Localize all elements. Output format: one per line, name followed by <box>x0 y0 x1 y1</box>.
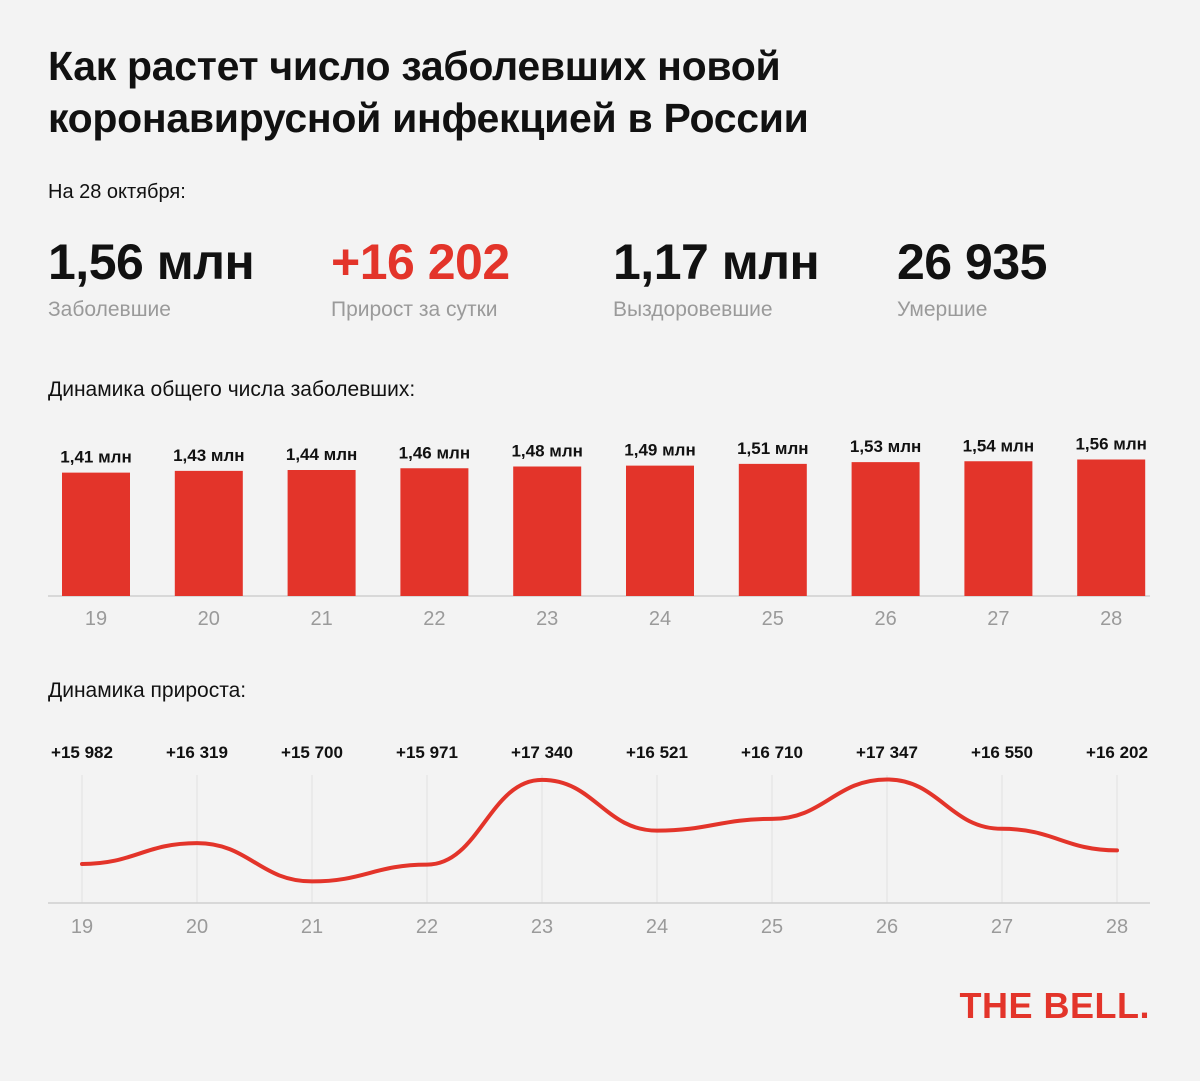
x-tick-label: 21 <box>301 916 323 938</box>
stat-daily-increase: +16 202 Прирост за сутки <box>331 232 510 322</box>
x-tick-label: 24 <box>649 608 671 630</box>
stat-value: 1,17 млн <box>613 234 820 290</box>
title-line-2: коронавирусной инфекцией в России <box>48 95 809 141</box>
x-tick-label: 22 <box>423 608 445 630</box>
bar <box>62 472 130 596</box>
stat-label: Выздоровевшие <box>613 298 773 321</box>
stat-label: Заболевшие <box>48 298 171 321</box>
x-tick-label: 21 <box>310 608 332 630</box>
bar-data-label: 1,54 млн <box>963 436 1034 455</box>
stat-recovered: 1,17 млн Выздоровевшие <box>613 232 820 322</box>
line-data-label: +15 982 <box>51 743 113 762</box>
bar-data-label: 1,49 млн <box>624 441 695 460</box>
x-tick-label: 27 <box>991 916 1013 938</box>
bar <box>287 470 356 596</box>
chart-title: Как растет число заболевших новой корона… <box>48 40 1048 144</box>
line-data-label: +15 700 <box>281 743 343 762</box>
line-data-label: +16 550 <box>971 743 1033 762</box>
x-tick-label: 28 <box>1106 916 1128 938</box>
bar-chart-title: Динамика общего числа заболевших: <box>48 378 416 401</box>
as-of-date: На 28 октября: <box>48 181 186 203</box>
stat-label: Умершие <box>897 298 988 321</box>
stat-deaths: 26 935 Умершие <box>897 232 1047 322</box>
x-tick-label: 19 <box>71 916 93 938</box>
bar-data-label: 1,56 млн <box>1075 435 1146 454</box>
x-tick-label: 26 <box>874 608 896 630</box>
bar <box>513 466 582 596</box>
line-data-label: +17 347 <box>856 743 918 762</box>
line-data-label: +16 202 <box>1086 743 1148 762</box>
line-chart: +15 982 19 +16 319 20 +15 700 21 +15 971 22 +17 … <box>48 743 1150 938</box>
bar <box>738 463 807 596</box>
stat-value: 1,56 млн <box>48 234 255 290</box>
bar <box>851 462 920 596</box>
stat-label: Прирост за сутки <box>331 298 498 321</box>
bar <box>626 465 694 596</box>
bar-data-label: 1,53 млн <box>850 437 921 456</box>
brand-logo: THE BELL. <box>959 985 1150 1026</box>
x-tick-label: 25 <box>761 916 783 938</box>
title-line-1: Как растет число заболевших новой <box>48 43 781 89</box>
bar <box>174 470 243 596</box>
bar-data-label: 1,51 млн <box>737 439 808 458</box>
stat-cases: 1,56 млн Заболевшие <box>48 232 255 322</box>
bar-data-label: 1,43 млн <box>173 446 244 465</box>
line-data-label: +17 340 <box>511 743 573 762</box>
x-tick-label: 25 <box>762 608 784 630</box>
line-data-label: +16 710 <box>741 743 803 762</box>
bar-data-label: 1,46 млн <box>399 443 470 462</box>
x-tick-label: 24 <box>646 916 668 938</box>
increase-series-line <box>80 777 1119 884</box>
stat-value: +16 202 <box>331 234 510 290</box>
line-chart-title: Динамика прироста: <box>48 679 247 702</box>
bar-data-label: 1,44 млн <box>286 445 357 464</box>
bar-chart: 1,41 млн 19 1,43 млн 20 1,44 млн 21 1,46 млн 22… <box>48 435 1150 630</box>
line-data-label: +16 319 <box>166 743 228 762</box>
x-tick-label: 27 <box>987 608 1009 630</box>
stat-value: 26 935 <box>897 234 1047 290</box>
line-data-label: +15 971 <box>396 743 458 762</box>
bar <box>964 461 1033 596</box>
x-tick-label: 28 <box>1100 608 1122 630</box>
bar-data-label: 1,48 млн <box>511 442 582 461</box>
x-tick-label: 19 <box>85 608 107 630</box>
x-tick-label: 20 <box>186 916 208 938</box>
x-tick-label: 23 <box>531 916 553 938</box>
line-data-label: +16 521 <box>626 743 688 762</box>
x-tick-label: 26 <box>876 916 898 938</box>
x-tick-label: 20 <box>198 608 220 630</box>
bar <box>1077 459 1146 596</box>
x-tick-label: 23 <box>536 608 558 630</box>
x-tick-label: 22 <box>416 916 438 938</box>
bar-data-label: 1,41 млн <box>60 448 131 467</box>
bar <box>400 468 469 596</box>
